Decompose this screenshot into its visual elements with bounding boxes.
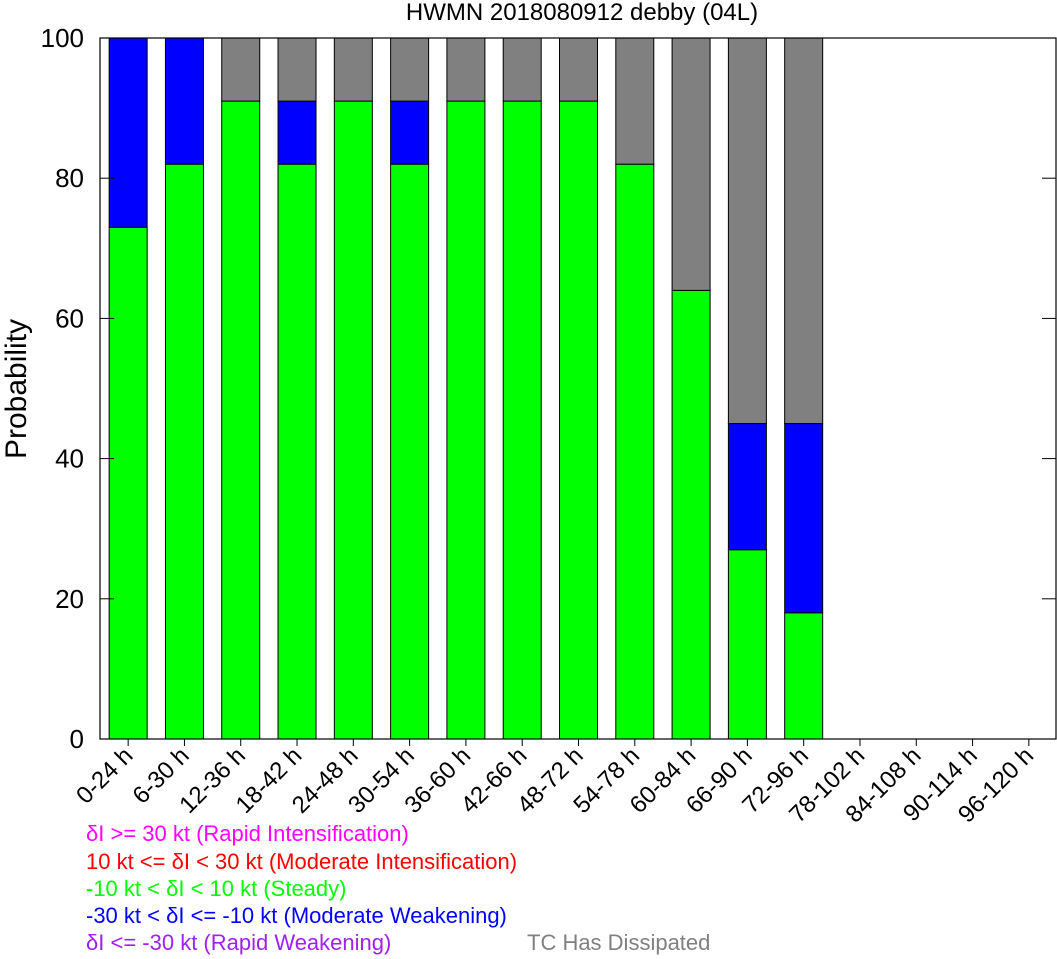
- y-tick-label: 60: [55, 303, 84, 333]
- legend-rapid-weakening: δI <= -30 kt (Rapid Weakening): [86, 930, 392, 955]
- bar-segment-7-2: [502, 37, 542, 102]
- bar-segment-12-2: [784, 37, 824, 425]
- bar-segment-1-0: [164, 163, 204, 740]
- legend-moderate-weakening: -30 kt < δI <= -10 kt (Moderate Weakenin…: [86, 903, 507, 928]
- bar-segment-8-0: [559, 100, 598, 740]
- plot-frame: [99, 37, 1057, 740]
- bar-segment-3-2: [277, 37, 317, 102]
- bar-segment-10-2: [671, 37, 711, 291]
- bar-segment-5-1: [390, 100, 430, 165]
- chart-title: HWMN 2018080912 debby (04L): [406, 0, 758, 26]
- bar-segment-5-0: [390, 163, 430, 740]
- bar-segment-4-2: [333, 37, 373, 102]
- y-tick-label: 40: [55, 444, 84, 474]
- bar-segment-4-0: [333, 100, 373, 740]
- y-tick-label: 80: [55, 163, 84, 193]
- bar-segment-1-1: [164, 37, 204, 165]
- bar-segment-8-2: [559, 37, 598, 102]
- bar-segment-7-0: [502, 100, 542, 740]
- bar-segment-9-2: [615, 37, 655, 165]
- bar-segment-5-2: [390, 37, 430, 102]
- y-tick-label: 0: [70, 724, 84, 754]
- y-tick-label: 100: [41, 23, 84, 53]
- bars-layer: [108, 37, 1048, 740]
- bar-segment-6-0: [446, 100, 486, 740]
- bar-segment-9-0: [615, 163, 655, 740]
- bar-segment-11-0: [727, 549, 767, 740]
- y-tick-label: 20: [55, 584, 84, 614]
- bar-segment-12-1: [784, 423, 824, 614]
- bar-segment-12-0: [784, 612, 824, 740]
- legend-steady: -10 kt < δI < 10 kt (Steady): [86, 876, 347, 901]
- legend-moderate-intensification: 10 kt <= δI < 30 kt (Moderate Intensific…: [86, 849, 518, 874]
- bar-segment-2-0: [221, 100, 261, 740]
- bar-segment-3-0: [277, 163, 317, 740]
- bar-segment-3-1: [277, 100, 317, 165]
- legend-rapid-intensification: δI >= 30 kt (Rapid Intensification): [86, 821, 409, 846]
- y-axis-label: Probability: [0, 319, 33, 459]
- bar-segment-6-2: [446, 37, 486, 102]
- bar-segment-11-1: [727, 423, 767, 551]
- bar-segment-10-0: [671, 289, 711, 740]
- bar-segment-0-0: [108, 226, 148, 740]
- legend-dissipated: TC Has Dissipated: [527, 930, 711, 955]
- bar-segment-2-2: [221, 37, 261, 102]
- bar-segment-11-2: [727, 37, 767, 425]
- bar-segment-0-1: [108, 37, 148, 228]
